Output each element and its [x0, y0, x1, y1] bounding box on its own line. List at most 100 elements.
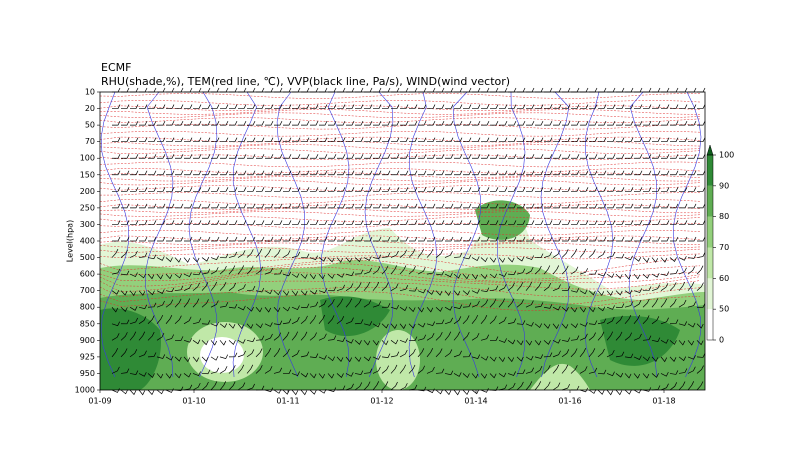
wind-barb	[454, 236, 463, 242]
wind-barb	[157, 137, 166, 143]
wind-barb	[175, 203, 184, 209]
wind-barb	[517, 170, 526, 176]
wind-barb	[670, 220, 679, 225]
colorbar-tick-label: 60	[719, 274, 729, 283]
velocity-contour	[584, 91, 614, 378]
wind-barb	[319, 154, 328, 159]
wind-barb	[589, 137, 598, 143]
wind-barb	[336, 337, 346, 342]
wind-barb	[255, 306, 263, 313]
wind-barb	[697, 137, 706, 143]
wind-barb	[300, 372, 309, 378]
wind-barb	[552, 323, 560, 330]
y-tick-label: 1000	[75, 386, 95, 395]
wind-barb	[525, 322, 534, 327]
wind-barb	[274, 170, 283, 176]
wind-barb	[489, 315, 497, 325]
wind-barb	[364, 187, 373, 192]
wind-barb	[274, 220, 283, 225]
wind-barb	[202, 187, 211, 192]
wind-barb	[283, 120, 292, 126]
y-axis-label: Level(hpa)	[66, 220, 75, 262]
wind-barb	[562, 154, 571, 159]
wind-barb	[264, 248, 272, 258]
wind-barb	[687, 355, 696, 360]
wind-barb	[409, 236, 418, 242]
wind-barb	[166, 220, 175, 225]
wind-barb	[552, 339, 561, 344]
wind-barb	[453, 350, 462, 358]
y-tick-label: 400	[80, 237, 95, 246]
wind-barb	[355, 154, 364, 159]
wind-barb	[157, 187, 166, 192]
wind-barb	[120, 249, 128, 258]
wind-barb	[553, 87, 562, 93]
wind-barb	[228, 323, 236, 329]
wind-barb	[292, 104, 301, 109]
wind-barb	[616, 137, 625, 143]
wind-barb	[336, 373, 344, 378]
wind-barb	[328, 203, 337, 209]
wind-barb	[336, 298, 344, 308]
wind-barb	[427, 120, 436, 126]
wind-barb	[192, 298, 200, 308]
x-tick-label: 01-18	[652, 397, 675, 406]
wind-barb	[498, 316, 507, 325]
wind-barb	[192, 257, 200, 263]
wind-barb	[166, 104, 175, 109]
wind-barb	[139, 236, 148, 242]
wind-barb	[292, 137, 301, 143]
wind-barb	[247, 187, 256, 192]
wind-barb	[670, 137, 679, 143]
wind-barb	[535, 154, 544, 159]
wind-barb	[202, 87, 211, 93]
wind-barb	[426, 248, 434, 258]
wind-barb	[489, 336, 499, 341]
wind-barb	[652, 187, 661, 192]
y-tick-label: 850	[80, 319, 95, 328]
wind-barb	[166, 154, 175, 159]
wind-barb	[192, 318, 202, 325]
wind-barb	[625, 120, 634, 126]
wind-barb	[211, 220, 220, 225]
wind-barb	[147, 290, 155, 296]
wind-barb	[625, 154, 634, 159]
wind-barb	[490, 203, 499, 209]
wind-barb	[552, 284, 561, 291]
wind-barb	[507, 356, 515, 363]
wind-barb	[399, 349, 408, 358]
wind-barb	[238, 104, 247, 109]
wind-barb	[229, 154, 238, 159]
wind-barb	[292, 87, 301, 93]
wind-barb	[472, 120, 481, 126]
wind-barb	[391, 104, 400, 109]
wind-barb	[283, 236, 292, 242]
wind-barb	[553, 220, 562, 225]
wind-barb	[255, 365, 263, 374]
wind-barb	[570, 306, 578, 313]
wind-barb	[517, 154, 526, 159]
wind-barb	[472, 137, 481, 143]
wind-barb	[516, 268, 526, 275]
wind-barb	[138, 316, 147, 325]
wind-barb	[480, 287, 490, 292]
wind-barb	[633, 373, 641, 379]
wind-barb	[688, 104, 697, 109]
x-tick-label: 01-10	[182, 397, 205, 406]
wind-barb	[624, 353, 634, 359]
wind-barb	[282, 306, 291, 312]
wind-barb	[490, 236, 499, 242]
wind-barb	[490, 187, 499, 192]
wind-barb	[400, 154, 409, 159]
wind-barb	[562, 104, 571, 109]
wind-barb	[256, 236, 265, 242]
wind-barb	[634, 187, 643, 192]
wind-barb	[606, 305, 615, 310]
wind-barb	[219, 354, 229, 360]
wind-barb	[499, 220, 508, 225]
wind-barb	[382, 187, 391, 192]
wind-barb	[327, 298, 335, 308]
velocity-contour	[408, 91, 438, 378]
wind-barb	[472, 236, 481, 242]
